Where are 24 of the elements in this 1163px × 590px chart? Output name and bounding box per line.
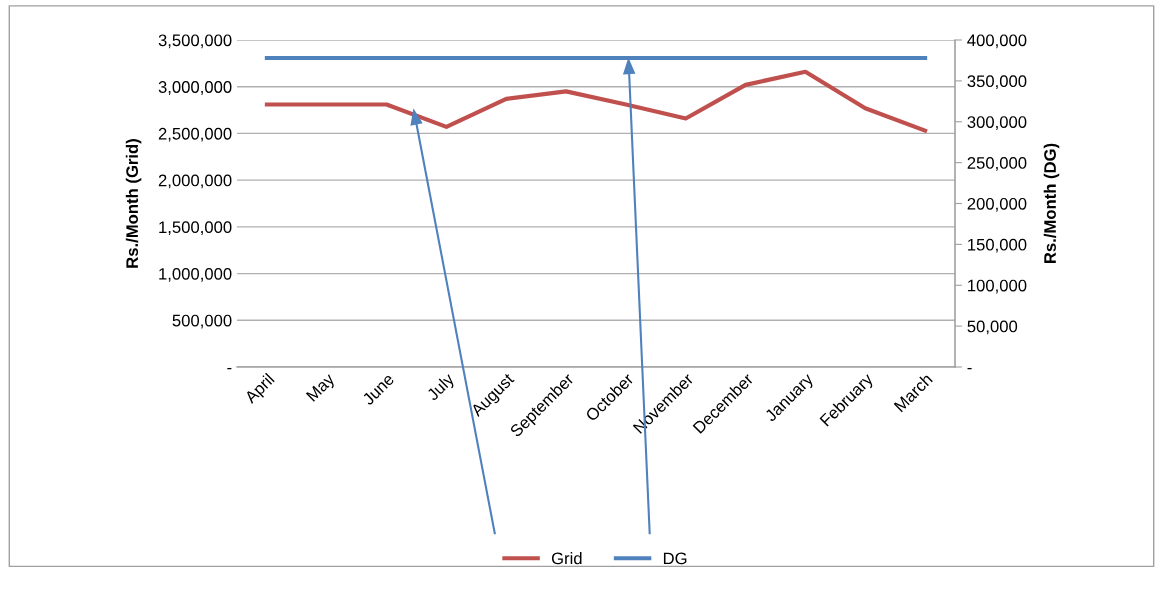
legend-label: Grid [551, 552, 582, 565]
x-tick-label: May [305, 372, 338, 405]
y-tick-label: 3,500,000 [158, 34, 232, 49]
y2-tick-label: 100,000 [968, 279, 1027, 294]
y2-tick-label: 350,000 [967, 75, 1027, 90]
y2-tick-label: 250,000 [967, 157, 1027, 171]
line-series [264, 69, 928, 133]
y2-tick-label: - [967, 367, 972, 370]
y-axis-title: Rs./Month (Grid) [125, 139, 142, 268]
y-tick-label: - [227, 367, 232, 370]
y2-tick-label: 200,000 [967, 197, 1027, 212]
y-tick-label: 2,000,000 [158, 174, 232, 189]
legend-label: DG [663, 552, 687, 565]
y2-tick-label: 150,000 [968, 238, 1027, 253]
y2-tick-label: 50,000 [967, 320, 1018, 335]
y-tick-label: 2,500,000 [158, 127, 232, 142]
y-tick-label: 3,000,000 [158, 81, 232, 95]
y-tick-label: 1,000,000 [159, 267, 232, 282]
y-tick-label: 500,000 [172, 314, 232, 329]
y2-axis-title: Rs./Month (DG) [1043, 143, 1060, 264]
y2-tick-label: 300,000 [967, 116, 1027, 130]
x-tick-label: July [425, 371, 458, 404]
y2-tick-label: 400,000 [967, 34, 1027, 49]
y-tick-label: 1,500,000 [159, 221, 232, 236]
